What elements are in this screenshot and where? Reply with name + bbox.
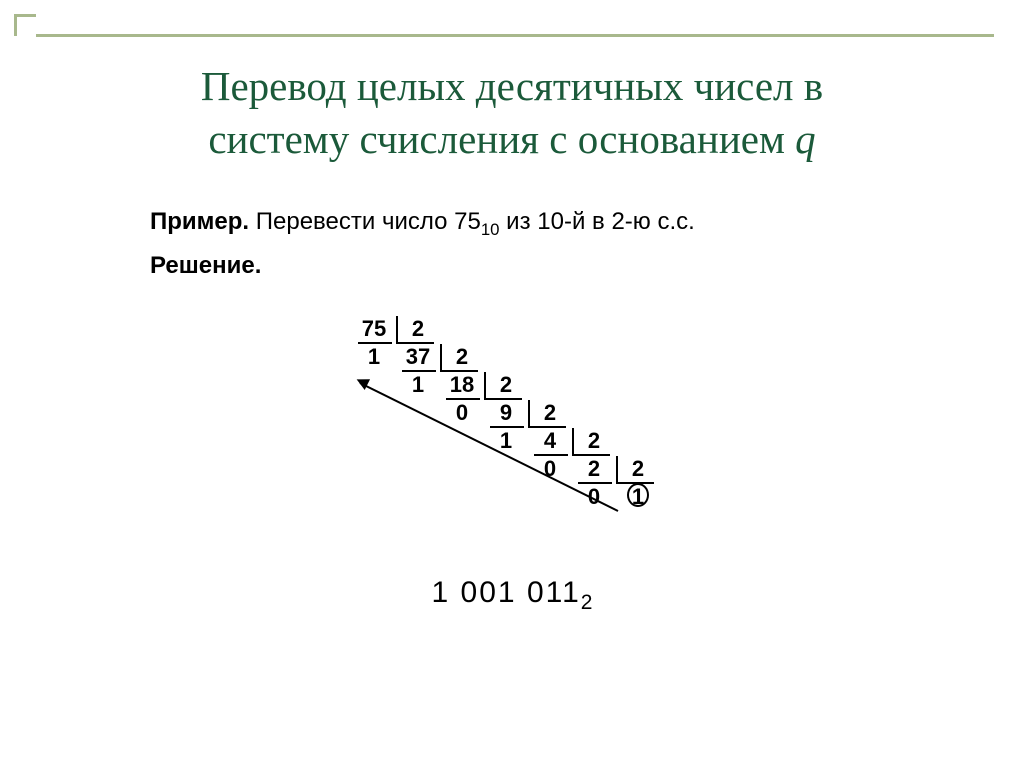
top-accent-line [36,34,994,37]
title-q: q [795,116,816,162]
calc-number: 2 [532,400,568,426]
calc-number: 2 [488,372,524,398]
calc-number: 9 [484,400,528,426]
calc-number: 0 [440,400,484,426]
example-line: Пример. Перевести число 7510 из 10-й в 2… [150,203,974,244]
calc-number: 4 [528,428,572,454]
division-staircase: 7521372118209214202201 [302,316,722,546]
calc-number: 2 [400,316,436,342]
calc-number: 2 [620,456,656,482]
calc-number: 2 [576,428,612,454]
result-base: 2 [581,591,593,614]
solution-line: Решение. [150,247,974,285]
example-sub: 10 [481,219,500,238]
calc-number: 18 [440,372,484,398]
calc-number: 37 [396,344,440,370]
title-line2a: систему счисления с основанием [208,116,795,162]
calc-number: 1 [352,344,396,370]
page-title: Перевод целых десятичных чисел в систему… [50,60,974,167]
example-label: Пример. [150,208,249,235]
result-line: 1 001 0112 [50,576,974,615]
calc-number: 2 [444,344,480,370]
slide-content: Перевод целых десятичных чисел в систему… [50,60,974,615]
example-post: из 10-й в 2-ю с.с. [500,208,695,235]
result-value: 1 001 011 [432,576,581,609]
body-text: Пример. Перевести число 7510 из 10-й в 2… [150,203,974,286]
solution-label: Решение. [150,252,261,279]
calc-circled-icon [627,483,649,507]
calc-number: 2 [572,456,616,482]
corner-marker [14,14,36,36]
title-line1: Перевод целых десятичных чисел в [201,63,823,109]
calc-number: 1 [484,428,528,454]
example-pre: Перевести число 75 [249,208,481,235]
calc-number: 1 [396,372,440,398]
calc-number: 75 [352,316,396,342]
